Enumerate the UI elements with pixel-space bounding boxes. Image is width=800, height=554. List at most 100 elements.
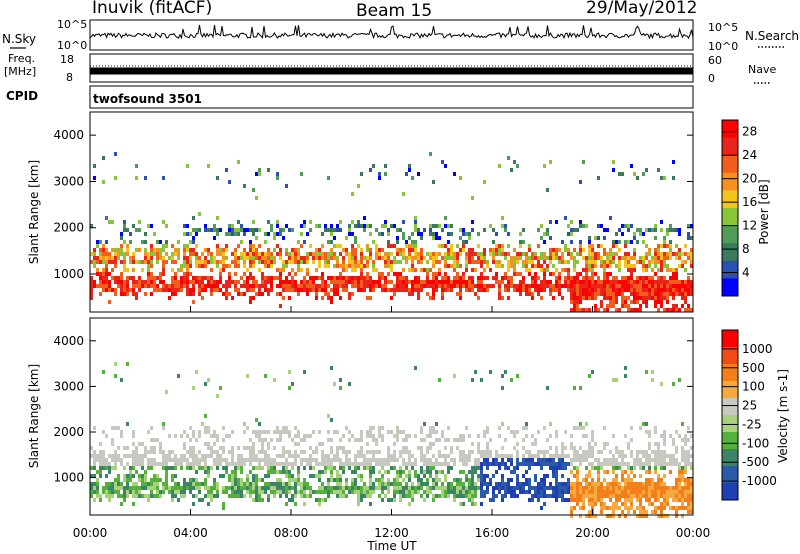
- power-cell: [444, 252, 447, 256]
- velocity-cell: [408, 454, 411, 458]
- velocity-cell: [282, 450, 285, 454]
- power-cell: [513, 268, 516, 272]
- velocity-cell: [471, 470, 474, 474]
- velocity-cell: [360, 490, 363, 494]
- power-cell: [672, 296, 675, 300]
- power-cell: [402, 276, 405, 280]
- power-cell: [672, 304, 675, 308]
- velocity-cell: [471, 478, 474, 482]
- power-cell: [681, 292, 684, 296]
- velocity-cell: [588, 490, 591, 494]
- velocity-cell: [474, 482, 477, 486]
- velocity-cell: [387, 490, 390, 494]
- power-cell: [597, 308, 600, 312]
- velocity-cell: [495, 462, 498, 466]
- velocity-cell: [216, 482, 219, 486]
- power-cell: [246, 288, 249, 292]
- power-cell: [423, 280, 426, 284]
- velocity-cell: [150, 490, 153, 494]
- velocity-cell: [615, 486, 618, 490]
- power-cell: [414, 240, 417, 244]
- power-cell: [333, 288, 336, 292]
- power-cell: [216, 248, 219, 252]
- velocity-cell: [690, 506, 693, 510]
- power-cell: [477, 284, 480, 288]
- power-cell: [498, 244, 501, 248]
- power-cell: [183, 264, 186, 268]
- velocity-cell: [408, 434, 411, 438]
- velocity-cell: [546, 474, 549, 478]
- velocity-cell: [564, 430, 567, 434]
- power-cell: [177, 288, 180, 292]
- velocity-cell: [612, 502, 615, 506]
- velocity-cell: [612, 506, 615, 510]
- velocity-cell: [552, 494, 555, 498]
- velocity-cell: [375, 462, 378, 466]
- velocity-cell: [471, 482, 474, 486]
- velocity-cell: [600, 490, 603, 494]
- power-cell: [360, 224, 363, 228]
- power-cell: [330, 300, 333, 304]
- power-cell: [663, 276, 666, 280]
- power-cell: [495, 244, 498, 248]
- power-cell: [432, 280, 435, 284]
- velocity-cell: [261, 490, 264, 494]
- velocity-cell: [204, 482, 207, 486]
- velocity-cell: [624, 498, 627, 502]
- power-cell: [501, 296, 504, 300]
- velocity-cell: [237, 454, 240, 458]
- power-cell: [312, 260, 315, 264]
- velocity-cell: [336, 490, 339, 494]
- power-cell: [591, 252, 594, 256]
- power-cell: [528, 256, 531, 260]
- power-cell: [159, 276, 162, 280]
- velocity-cell: [402, 446, 405, 450]
- velocity-cell: [681, 450, 684, 454]
- velocity-cell: [507, 466, 510, 470]
- velocity-cell: [357, 486, 360, 490]
- velocity-cell: [132, 458, 135, 462]
- power-cell: [450, 256, 453, 260]
- power-cell: [219, 228, 222, 232]
- power-cell: [351, 264, 354, 268]
- power-cell: [651, 292, 654, 296]
- velocity-cell: [231, 458, 234, 462]
- velocity-cell: [369, 462, 372, 466]
- power-cell: [417, 296, 420, 300]
- power-cell: [96, 268, 99, 272]
- velocity-cell: [291, 474, 294, 478]
- velocity-cell: [150, 478, 153, 482]
- power-cell: [186, 248, 189, 252]
- power-cell: [96, 284, 99, 288]
- velocity-cell: [381, 434, 384, 438]
- power-cell: [441, 244, 444, 248]
- power-cell: [393, 288, 396, 292]
- power-cell: [162, 288, 165, 292]
- power-cell: [669, 292, 672, 296]
- power-cell: [501, 248, 504, 252]
- power-cell: [552, 252, 555, 256]
- velocity-cell: [642, 510, 645, 514]
- velocity-cell: [645, 514, 648, 518]
- velocity-cell: [435, 458, 438, 462]
- velocity-cell: [168, 466, 171, 470]
- velocity-cell: [117, 474, 120, 478]
- velocity-cell: [258, 450, 261, 454]
- power-cell: [519, 292, 522, 296]
- power-cell: [672, 276, 675, 280]
- velocity-cell: [375, 458, 378, 462]
- velocity-cell: [252, 490, 255, 494]
- power-cell: [507, 156, 510, 160]
- velocity-cell: [366, 430, 369, 434]
- power-cell: [588, 280, 591, 284]
- velocity-cell: [525, 490, 528, 494]
- power-cell: [633, 256, 636, 260]
- power-cell: [381, 272, 384, 276]
- power-cell: [516, 256, 519, 260]
- velocity-cell: [282, 454, 285, 458]
- velocity-cell: [681, 478, 684, 482]
- power-cell: [582, 256, 585, 260]
- power-cell: [237, 228, 240, 232]
- velocity-cell: [657, 498, 660, 502]
- velocity-cell: [324, 470, 327, 474]
